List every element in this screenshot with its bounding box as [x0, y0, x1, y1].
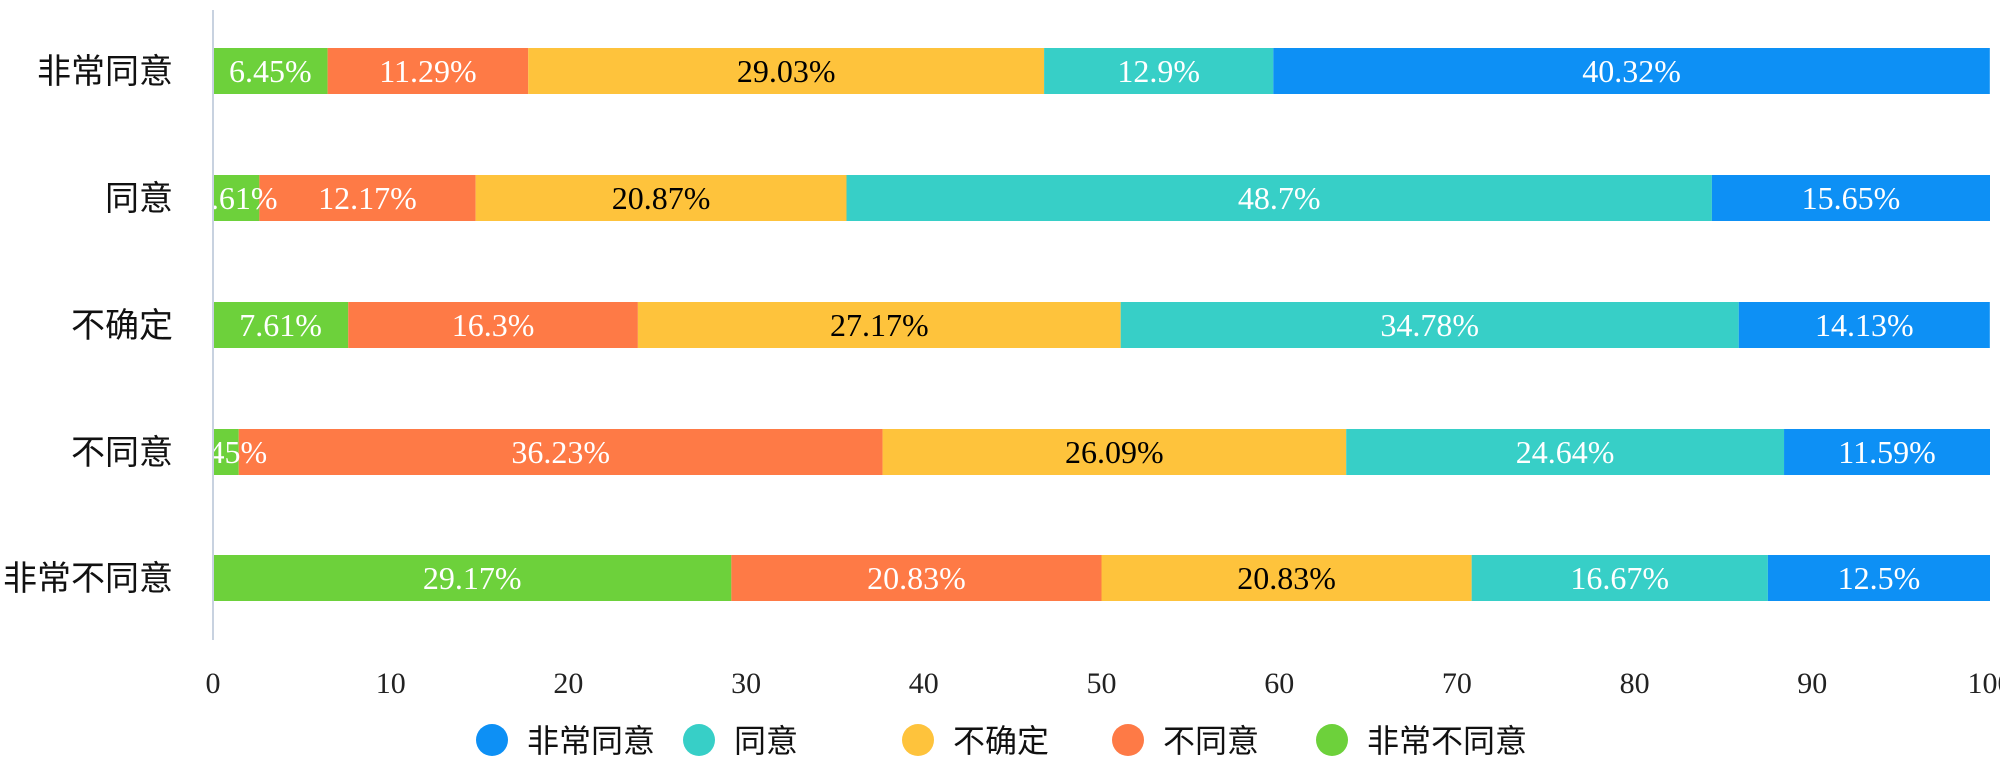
category-label: 不确定: [71, 307, 173, 345]
x-tick-label: 40: [909, 667, 939, 700]
bar-segment: [1346, 429, 1785, 475]
x-tick-label: 20: [553, 667, 583, 700]
data-label: 34.78%: [1380, 307, 1479, 343]
data-label: 12.17%: [318, 180, 417, 216]
legend-marker: [1112, 724, 1144, 756]
legend-item[interactable]: 同意: [683, 723, 798, 759]
data-label: 11.29%: [379, 53, 476, 89]
data-label: 7.61%: [239, 307, 322, 343]
data-label: 2.61%: [195, 180, 278, 216]
x-tick-label: 80: [1620, 667, 1650, 700]
data-label: 26.09%: [1065, 434, 1164, 470]
legend-label: 非常不同意: [1367, 723, 1527, 759]
bar-segment: [1711, 175, 1990, 221]
legend-marker: [902, 724, 934, 756]
x-tick-label: 0: [206, 667, 221, 700]
data-label: 6.45%: [229, 53, 312, 89]
category-label: 同意: [105, 180, 173, 218]
bar-segment: [213, 175, 260, 221]
bar-segment: [846, 175, 1712, 221]
legend-item[interactable]: 非常不同意: [1316, 723, 1527, 759]
legend-item[interactable]: 不确定: [902, 723, 1049, 759]
bar-segment: [213, 302, 349, 348]
data-label: 16.3%: [452, 307, 535, 343]
x-tick-label: 50: [1087, 667, 1117, 700]
bar-segment: [475, 175, 847, 221]
bar-segment: [1101, 555, 1472, 601]
x-tick-labels: 0 10 20 30 40 50 60 70 80 90 100: [206, 667, 2000, 700]
data-label: 12.9%: [1117, 53, 1200, 89]
bar-segment: [259, 175, 476, 221]
data-label: 48.7%: [1238, 180, 1321, 216]
bar-segment: [213, 48, 328, 94]
x-tick-label: 60: [1264, 667, 1294, 700]
data-label: 24.64%: [1516, 434, 1615, 470]
legend-marker: [683, 724, 715, 756]
bar-segment: [731, 555, 1102, 601]
legend-label: 同意: [734, 723, 798, 759]
data-label: 14.13%: [1815, 307, 1914, 343]
data-label: 1.45%: [185, 434, 268, 470]
bar-segment: [1767, 555, 1990, 601]
data-label: 36.23%: [511, 434, 610, 470]
legend[interactable]: 非常同意 同意 不确定 不同意 非常不同意: [476, 723, 1527, 759]
bar-segment: [882, 429, 1347, 475]
bar-segment: [1044, 48, 1274, 94]
data-label: 20.87%: [612, 180, 711, 216]
bar-segment: [528, 48, 1045, 94]
x-tick-label: 30: [731, 667, 761, 700]
category-label: 非常不同意: [3, 560, 173, 598]
category-label: 非常同意: [37, 53, 173, 91]
legend-label: 不同意: [1163, 723, 1259, 759]
bar-segment: [348, 302, 638, 348]
bar-segment: [637, 302, 1121, 348]
bar-segment: [1120, 302, 1739, 348]
bar-segment: [1784, 429, 1990, 475]
bar-segment: [213, 555, 732, 601]
data-label: 29.17%: [423, 560, 522, 596]
data-label: 27.17%: [830, 307, 929, 343]
bar-segment: [238, 429, 883, 475]
legend-item[interactable]: 不同意: [1112, 723, 1259, 759]
bars-group: 6.45% 11.29% 29.03% 12.9% 40.32% 2.61% 12.17% 2…: [185, 48, 1990, 601]
x-tick-label: 100: [1968, 667, 2000, 700]
x-tick-label: 10: [376, 667, 406, 700]
legend-label: 不确定: [953, 723, 1049, 759]
data-label: 15.65%: [1802, 180, 1901, 216]
data-label: 12.5%: [1838, 560, 1921, 596]
legend-item[interactable]: 非常同意: [476, 723, 655, 759]
category-label: 不同意: [71, 434, 173, 472]
data-label: 40.32%: [1582, 53, 1681, 89]
data-label: 11.59%: [1838, 434, 1935, 470]
bar-segment: [327, 48, 529, 94]
data-label: 16.67%: [1570, 560, 1669, 596]
legend-marker: [1316, 724, 1348, 756]
legend-marker: [476, 724, 508, 756]
bar-segment: [213, 429, 239, 475]
bar-segment: [1273, 48, 1990, 94]
bar-segment: [1738, 302, 1990, 348]
x-tick-label: 70: [1442, 667, 1472, 700]
bar-segment: [1471, 555, 1768, 601]
legend-label: 非常同意: [527, 723, 655, 759]
data-label: 20.83%: [867, 560, 966, 596]
x-tick-label: 90: [1797, 667, 1827, 700]
data-label: 20.83%: [1237, 560, 1336, 596]
data-label: 29.03%: [737, 53, 836, 89]
